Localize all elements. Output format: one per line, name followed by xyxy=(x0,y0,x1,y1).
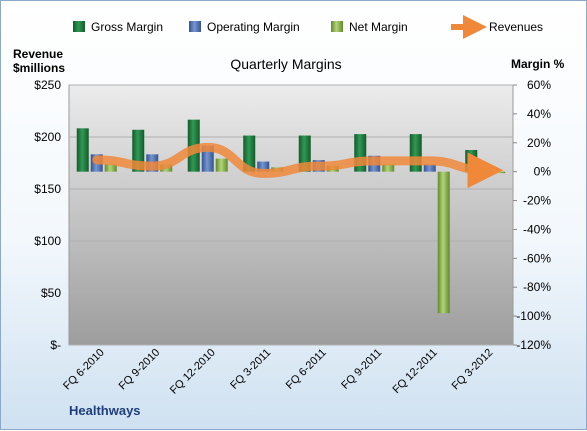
gross-margin-bar xyxy=(243,135,256,172)
net-margin-bar xyxy=(493,171,506,174)
right-tick-label: -100% xyxy=(516,309,551,323)
net-margin-bar xyxy=(104,164,117,172)
right-tick-label: 60% xyxy=(527,78,551,92)
left-tick-label: $200 xyxy=(34,130,61,144)
revenue-point xyxy=(207,146,209,148)
company-label: Healthways xyxy=(69,403,141,418)
gross-margin-bar xyxy=(409,134,422,172)
right-axis-ticks: 60% 40% 20% 0% -20% -40% -60% -80% -100% -120% xyxy=(513,78,551,352)
operating-margin-bar xyxy=(423,164,436,172)
left-tick-label: $150 xyxy=(34,182,61,196)
right-tick-label: 0% xyxy=(534,165,552,179)
right-tick-label: -40% xyxy=(523,222,551,236)
x-tick-label: FQ 3-2011 xyxy=(228,347,273,392)
left-axis-title-line1: Revenue xyxy=(13,47,63,61)
revenue-point xyxy=(96,159,98,161)
x-tick-label: FQ 6-2010 xyxy=(61,347,107,393)
x-tick-label: FQ 12-2010 xyxy=(168,347,218,397)
x-tick-label: FQ 6-2011 xyxy=(284,347,329,392)
x-tick-label: FQ 12-2011 xyxy=(390,347,439,396)
operating-margin-bar xyxy=(201,145,214,172)
operating-margin-bar xyxy=(257,161,270,172)
left-tick-label: $250 xyxy=(34,78,61,92)
x-tick-label: FQ 9-2010 xyxy=(117,347,163,393)
legend-label-net-margin: Net Margin xyxy=(349,20,408,34)
legend-swatch-operating-margin xyxy=(189,21,201,32)
revenue-line xyxy=(92,142,504,189)
right-axis-title: Margin % xyxy=(511,57,565,71)
net-margin-bar xyxy=(215,158,228,172)
x-tick-label: FQ 9-2011 xyxy=(339,347,384,392)
revenue-point xyxy=(373,160,375,162)
left-tick-label: $- xyxy=(50,338,61,352)
legend-label-operating-margin: Operating Margin xyxy=(207,20,300,34)
net-margin-bar xyxy=(382,164,395,172)
right-tick-label: -120% xyxy=(516,338,551,352)
legend-label-revenues: Revenues xyxy=(489,20,543,34)
legend-swatch-net-margin xyxy=(331,21,343,32)
legend-swatch-gross-margin xyxy=(73,21,85,32)
left-tick-label: $100 xyxy=(34,234,61,248)
revenue-point xyxy=(484,169,486,171)
chart-title: Quarterly Margins xyxy=(230,56,341,72)
right-tick-label: 40% xyxy=(527,107,551,121)
legend: Gross Margin Operating Margin Net Margin… xyxy=(73,15,543,39)
net-margin-bar xyxy=(437,171,450,314)
x-axis-ticks: FQ 6-2010 FQ 9-2010 FQ 12-2010 FQ 3-2011 FQ … xyxy=(61,347,495,397)
gross-margin-bar xyxy=(76,128,89,172)
revenue-point xyxy=(429,160,431,162)
revenue-point xyxy=(262,172,264,174)
revenue-point xyxy=(151,165,153,167)
left-tick-label: $50 xyxy=(41,286,61,300)
right-tick-label: -80% xyxy=(523,280,551,294)
revenue-point xyxy=(318,165,320,167)
left-axis-title-line2: $millions xyxy=(13,61,65,75)
right-tick-label: 20% xyxy=(527,136,551,150)
right-tick-label: -60% xyxy=(523,251,551,265)
revenue-series-line xyxy=(92,142,504,189)
legend-label-gross-margin: Gross Margin xyxy=(91,20,163,34)
left-axis-ticks: $250 $200 $150 $100 $50 $- xyxy=(34,78,61,352)
x-tick-label: FQ 3-2012 xyxy=(450,347,496,393)
right-tick-label: -20% xyxy=(523,194,551,208)
